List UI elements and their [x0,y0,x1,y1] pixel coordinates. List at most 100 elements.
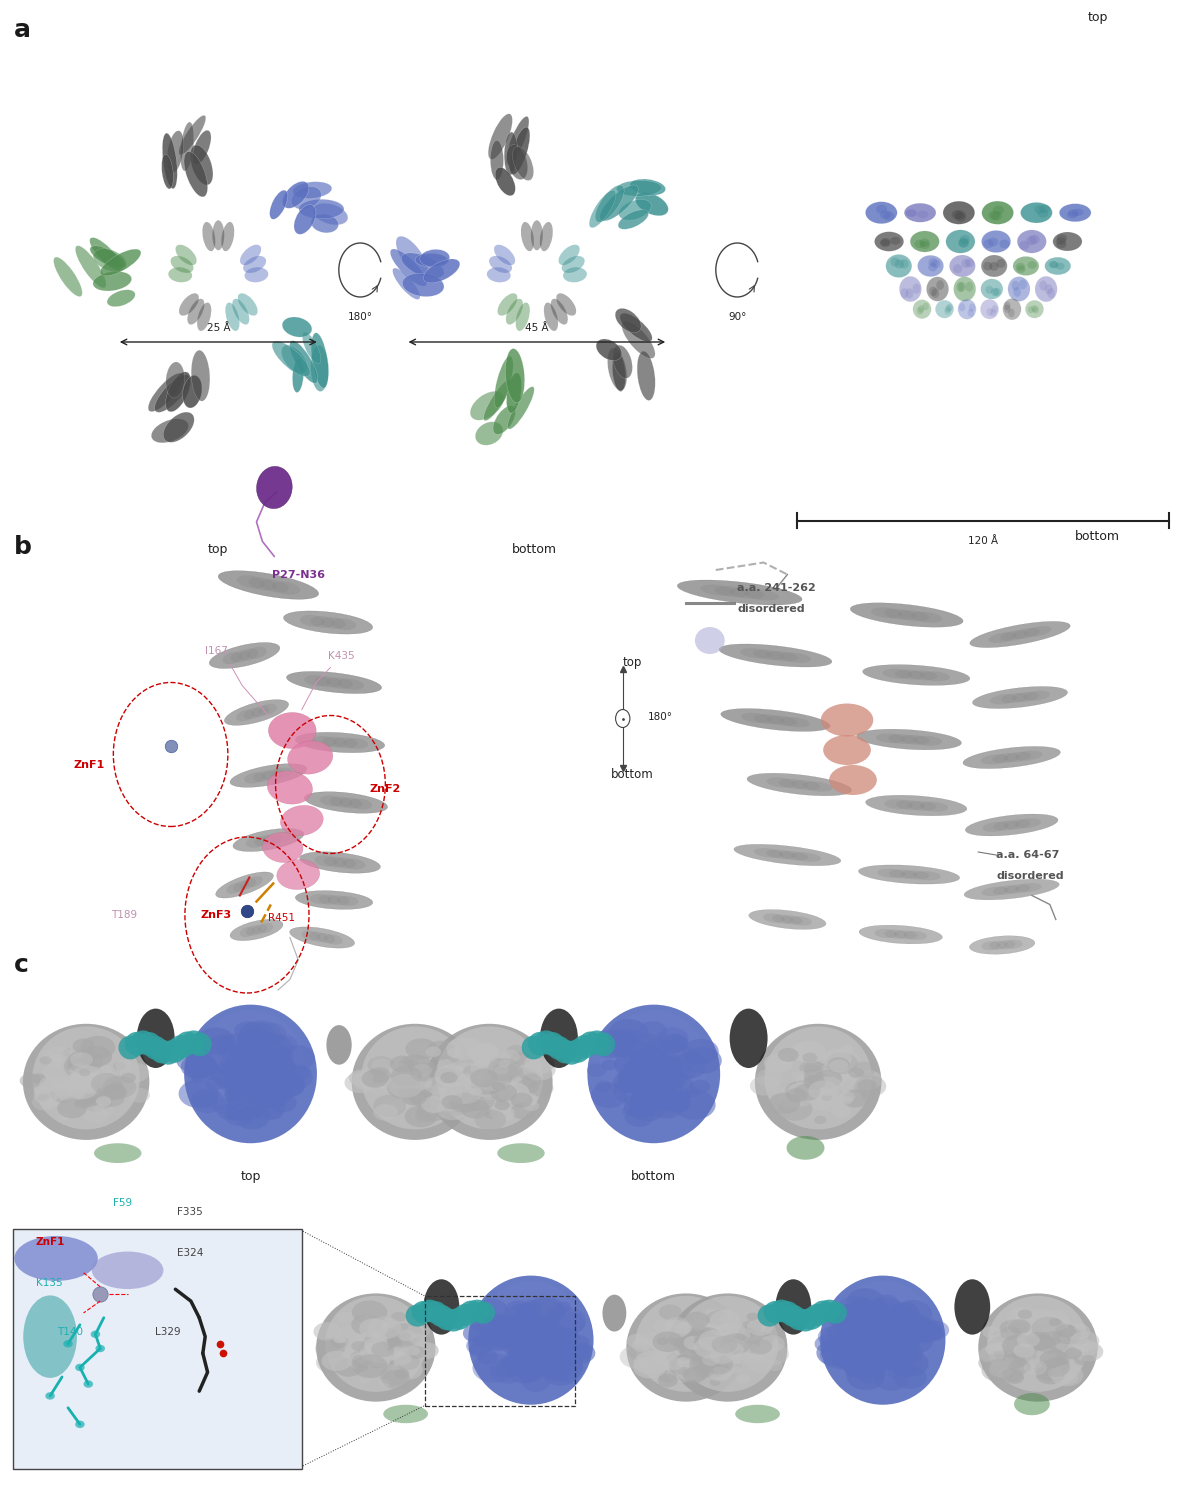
Ellipse shape [682,1336,698,1347]
Ellipse shape [551,1346,569,1359]
Ellipse shape [361,1336,390,1356]
Ellipse shape [507,144,527,180]
Ellipse shape [197,303,211,332]
Ellipse shape [248,578,277,591]
Ellipse shape [712,1347,742,1366]
Ellipse shape [699,1348,734,1371]
Ellipse shape [622,1106,636,1116]
Ellipse shape [367,1078,378,1086]
Ellipse shape [515,303,530,332]
Ellipse shape [69,1071,101,1092]
Ellipse shape [1047,288,1055,298]
Ellipse shape [786,1136,824,1160]
Ellipse shape [233,1042,261,1064]
Ellipse shape [876,1342,897,1359]
Ellipse shape [867,1340,902,1365]
Ellipse shape [304,792,388,813]
Ellipse shape [988,1296,1089,1392]
Ellipse shape [610,1040,636,1058]
Ellipse shape [668,1334,687,1346]
Ellipse shape [700,1336,734,1359]
Ellipse shape [808,1076,826,1089]
Ellipse shape [248,1080,262,1089]
Ellipse shape [521,1372,550,1392]
Ellipse shape [409,1334,427,1344]
Ellipse shape [523,1059,556,1080]
Ellipse shape [227,1108,243,1120]
Ellipse shape [402,273,444,297]
Ellipse shape [805,1072,833,1092]
Ellipse shape [833,1281,933,1382]
Ellipse shape [1019,242,1030,250]
Ellipse shape [75,1364,85,1371]
Ellipse shape [821,1347,841,1360]
Ellipse shape [187,298,204,324]
Ellipse shape [849,1299,876,1317]
Ellipse shape [446,1072,462,1083]
Ellipse shape [993,206,1005,214]
Ellipse shape [884,609,916,619]
Text: c: c [14,952,29,976]
Ellipse shape [833,1328,857,1346]
Ellipse shape [1036,276,1057,302]
Ellipse shape [815,1335,839,1353]
Ellipse shape [364,1338,389,1354]
Ellipse shape [670,1340,696,1356]
Ellipse shape [490,1358,527,1383]
Ellipse shape [313,204,348,225]
Ellipse shape [526,1356,552,1376]
Ellipse shape [859,1336,877,1348]
Ellipse shape [249,1059,279,1080]
Ellipse shape [54,256,82,297]
Ellipse shape [424,1280,459,1335]
Ellipse shape [1067,211,1078,219]
Ellipse shape [791,780,820,790]
Ellipse shape [483,1078,495,1086]
Ellipse shape [409,1086,440,1107]
Ellipse shape [905,210,917,218]
Ellipse shape [237,1066,273,1092]
Ellipse shape [823,1082,841,1094]
Ellipse shape [333,858,356,868]
Ellipse shape [156,1041,180,1065]
Ellipse shape [515,1308,531,1318]
Ellipse shape [1031,304,1038,312]
Ellipse shape [76,1071,99,1086]
Ellipse shape [799,1060,824,1077]
Ellipse shape [192,1090,218,1108]
Ellipse shape [427,1089,439,1096]
Ellipse shape [162,134,178,189]
Ellipse shape [513,1304,528,1314]
Ellipse shape [242,1083,262,1098]
Ellipse shape [546,1364,570,1382]
Ellipse shape [551,1344,580,1365]
Ellipse shape [520,1371,536,1382]
Ellipse shape [262,770,284,780]
Ellipse shape [330,1335,348,1348]
Ellipse shape [829,1311,853,1328]
Ellipse shape [363,1352,388,1368]
Ellipse shape [870,1310,901,1332]
Ellipse shape [354,1330,387,1352]
Ellipse shape [879,1326,895,1338]
Ellipse shape [74,1072,93,1086]
Ellipse shape [361,1026,469,1130]
Ellipse shape [391,1312,407,1322]
Ellipse shape [177,1047,214,1072]
Ellipse shape [814,1116,827,1124]
Ellipse shape [359,1376,370,1383]
Ellipse shape [80,1077,92,1084]
Ellipse shape [855,1350,869,1359]
Ellipse shape [1005,819,1030,830]
Ellipse shape [803,1086,817,1095]
Ellipse shape [845,1366,860,1377]
Ellipse shape [793,1082,820,1100]
Ellipse shape [826,1088,852,1106]
Ellipse shape [245,1060,270,1077]
Ellipse shape [699,1359,713,1370]
Ellipse shape [631,1058,661,1078]
Ellipse shape [784,1090,808,1106]
Ellipse shape [870,1332,890,1346]
Ellipse shape [895,260,904,268]
Text: P27-N36: P27-N36 [272,570,324,579]
